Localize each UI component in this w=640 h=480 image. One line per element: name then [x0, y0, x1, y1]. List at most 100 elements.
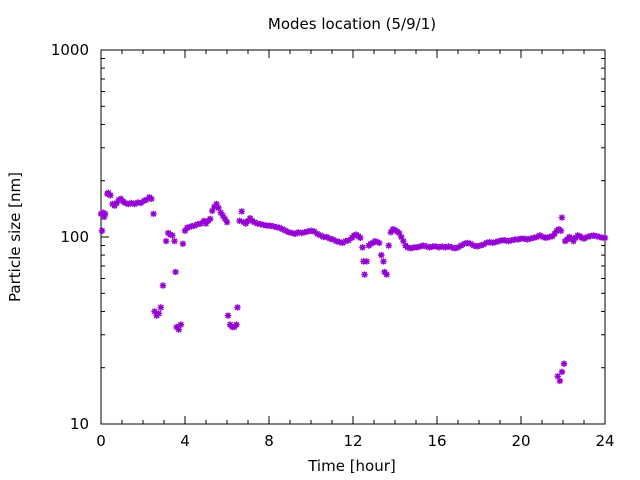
data-point	[363, 258, 370, 265]
data-point	[102, 210, 109, 218]
data-point	[121, 199, 129, 207]
data-point	[495, 237, 503, 245]
data-point	[387, 229, 394, 236]
data-point	[524, 236, 531, 243]
data-point	[359, 244, 366, 251]
data-point	[260, 221, 267, 229]
y-tick-label: 100	[60, 228, 89, 246]
data-point	[276, 224, 283, 231]
data-point	[186, 223, 193, 231]
data-point	[219, 212, 226, 219]
x-tick-label: 16	[427, 432, 446, 450]
x-tick-label: 20	[511, 432, 530, 450]
x-tick-label: 4	[180, 432, 190, 450]
data-point	[137, 199, 145, 207]
data-point	[539, 233, 547, 241]
data-point	[587, 232, 594, 240]
data-point	[234, 304, 241, 311]
data-point	[177, 321, 184, 328]
data-point	[142, 196, 150, 204]
data-point	[317, 232, 324, 239]
data-point	[536, 232, 544, 239]
data-point	[217, 209, 224, 216]
data-point	[98, 227, 106, 234]
data-point	[445, 243, 452, 250]
data-point	[100, 213, 108, 221]
data-point	[502, 237, 509, 244]
data-point	[181, 227, 189, 234]
data-point	[326, 235, 334, 242]
chart-title: Modes location (5/9/1)	[268, 15, 436, 33]
data-point	[200, 217, 208, 225]
data-points	[97, 189, 609, 385]
data-point	[301, 229, 308, 236]
data-point	[454, 244, 462, 251]
data-point	[314, 230, 321, 238]
data-point	[140, 197, 148, 205]
data-point	[350, 232, 358, 239]
data-point	[292, 230, 299, 238]
data-point	[148, 195, 155, 203]
data-point	[476, 242, 484, 249]
data-point	[373, 238, 381, 246]
data-point	[527, 235, 534, 242]
data-point	[233, 321, 240, 328]
data-point	[423, 243, 430, 250]
data-point	[467, 240, 474, 247]
data-point	[378, 251, 385, 259]
y-tick-label: 1000	[51, 41, 89, 59]
data-point	[361, 271, 368, 278]
data-point	[213, 200, 220, 208]
data-point	[380, 258, 387, 265]
data-point	[489, 239, 496, 247]
data-point	[131, 200, 138, 208]
y-tick-label: 10	[70, 415, 89, 433]
data-point	[558, 214, 566, 221]
data-point	[175, 326, 182, 333]
data-point	[554, 373, 561, 380]
x-axis-label: Time [hour]	[307, 457, 396, 475]
data-point	[323, 233, 330, 241]
data-point	[385, 242, 392, 249]
data-point	[367, 240, 375, 247]
data-point	[211, 203, 218, 211]
data-point	[191, 222, 198, 229]
data-point	[162, 237, 170, 245]
data-point	[285, 229, 293, 236]
y-axis: 10 100 1000	[51, 41, 605, 433]
data-point	[329, 236, 337, 243]
data-point	[473, 243, 481, 250]
data-point	[155, 310, 162, 317]
data-point	[389, 226, 397, 233]
data-point	[107, 192, 114, 199]
data-point	[464, 239, 471, 247]
data-point	[557, 227, 565, 234]
data-point	[570, 237, 577, 245]
data-point	[215, 204, 222, 212]
data-point	[530, 234, 537, 242]
data-point	[298, 229, 305, 237]
data-point	[273, 223, 280, 231]
data-point	[593, 232, 600, 240]
data-point	[396, 229, 403, 237]
data-point	[183, 224, 191, 231]
data-point	[426, 244, 433, 251]
data-point	[167, 231, 174, 238]
data-point	[580, 235, 588, 242]
data-point	[601, 234, 609, 242]
data-point	[288, 229, 296, 237]
x-tick-label: 8	[264, 432, 274, 450]
x-axis: 0 4 8 12 16 20 24	[96, 50, 615, 450]
data-point	[435, 244, 443, 251]
data-point	[376, 239, 383, 247]
data-point	[543, 234, 550, 242]
data-point	[282, 227, 289, 234]
data-point	[480, 241, 487, 248]
data-point	[486, 238, 493, 246]
data-point	[115, 196, 123, 204]
data-point	[492, 238, 499, 246]
data-point	[111, 202, 118, 209]
data-point	[439, 243, 446, 250]
data-point	[236, 217, 243, 225]
